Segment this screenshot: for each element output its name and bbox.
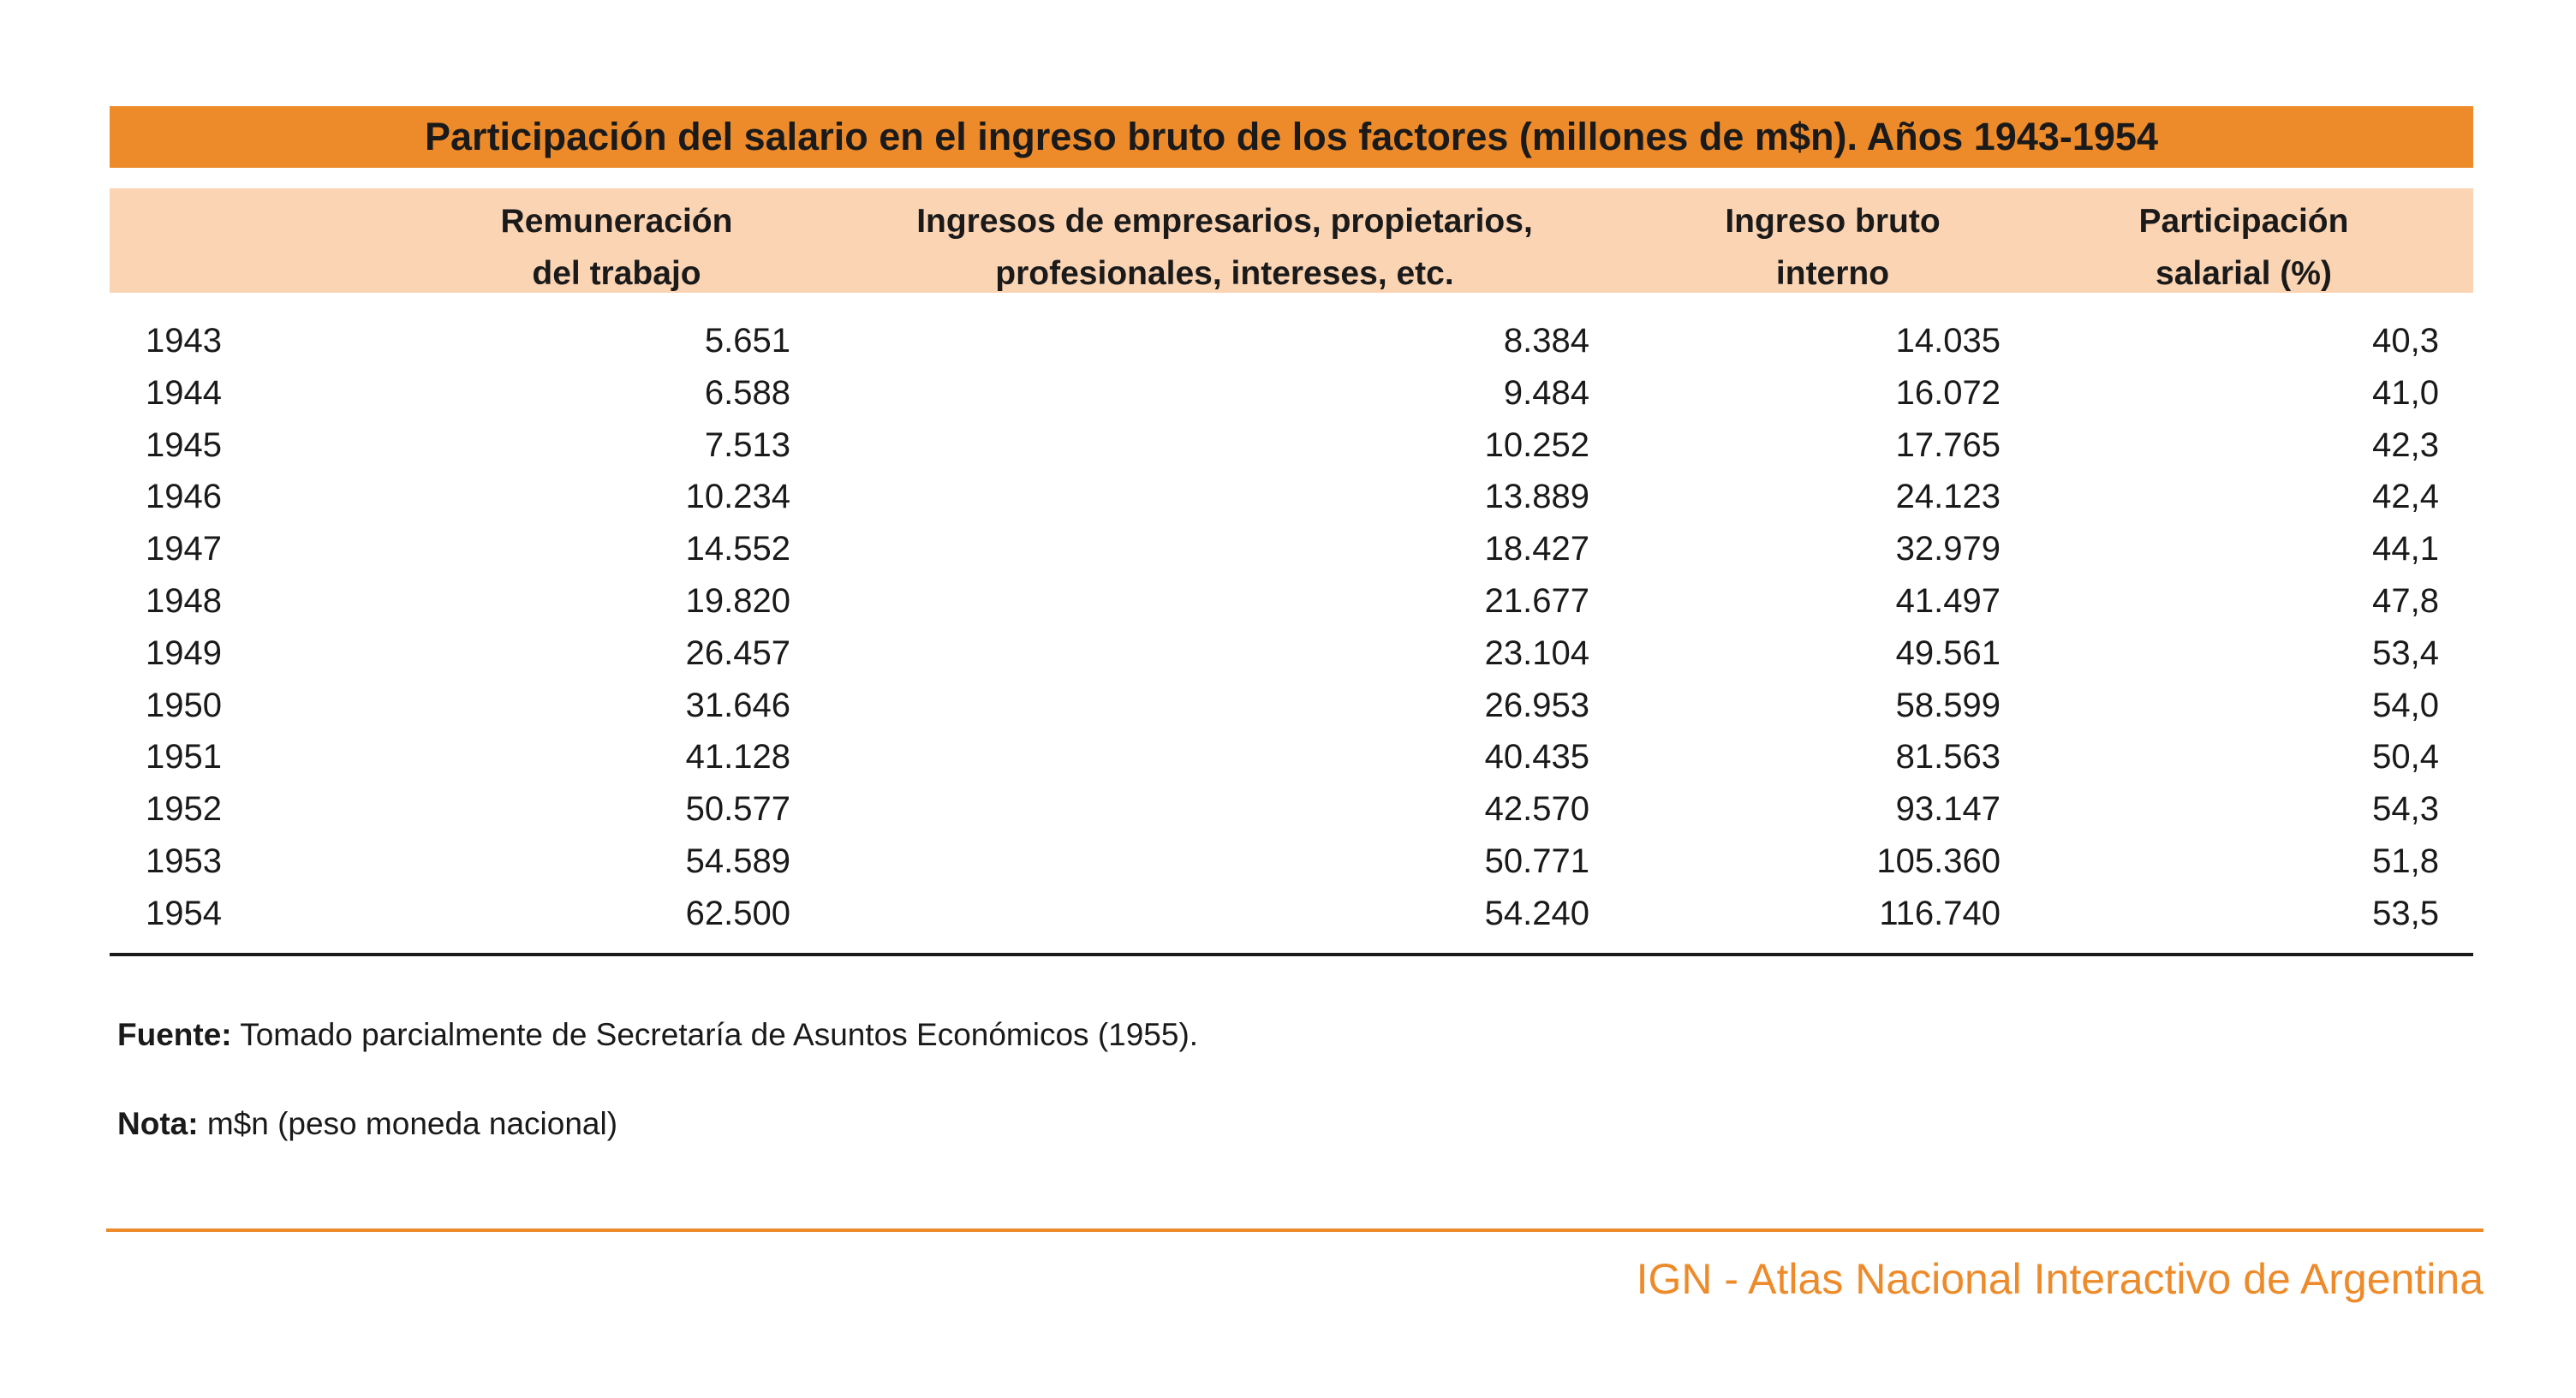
column-header-line: del trabajo	[532, 255, 701, 292]
column-header-remuneracion: Remuneración del trabajo	[445, 195, 788, 300]
cell-ingreso-bruto: 14.035	[1895, 322, 2001, 360]
cell-participacion: 53,4	[2372, 634, 2439, 672]
cell-year: 1948	[146, 581, 222, 620]
cell-remuneracion: 10.234	[685, 478, 790, 516]
source-label: Fuente:	[117, 1017, 232, 1052]
table-row: 1951 41.128 40.435 81.563 50,4	[110, 731, 2473, 783]
cell-ingresos: 50.771	[1484, 842, 1589, 880]
cell-remuneracion: 41.128	[685, 738, 790, 776]
cell-ingreso-bruto: 116.740	[1879, 894, 2001, 932]
cell-remuneracion: 31.646	[685, 686, 790, 724]
cell-ingresos: 13.889	[1484, 478, 1589, 516]
cell-ingreso-bruto: 41.497	[1895, 581, 2001, 620]
cell-remuneracion: 19.820	[685, 581, 790, 620]
column-header-ingresos: Ingresos de empresarios, propietarios, p…	[839, 195, 1610, 300]
cell-participacion: 53,5	[2372, 894, 2439, 932]
cell-ingreso-bruto: 16.072	[1895, 373, 2001, 412]
cell-ingreso-bruto: 105.360	[1876, 842, 2001, 880]
note-text: m$n (peso moneda nacional)	[198, 1106, 618, 1141]
cell-year: 1954	[146, 894, 222, 932]
footer-divider	[106, 1228, 2484, 1232]
cell-year: 1952	[146, 790, 222, 829]
cell-ingreso-bruto: 93.147	[1895, 790, 2001, 829]
cell-ingresos: 21.677	[1484, 581, 1589, 620]
cell-ingresos: 8.384	[1503, 322, 1589, 360]
cell-ingreso-bruto: 32.979	[1895, 530, 2001, 568]
cell-remuneracion: 7.513	[704, 425, 790, 464]
cell-participacion: 42,3	[2372, 425, 2439, 464]
cell-year: 1946	[146, 478, 222, 516]
cell-year: 1951	[146, 738, 222, 776]
column-header-line: Remuneración	[500, 203, 733, 240]
table-row: 1943 5.651 8.384 14.035 40,3	[110, 315, 2473, 367]
cell-participacion: 50,4	[2372, 738, 2439, 776]
cell-year: 1950	[146, 686, 222, 724]
column-header-line: interno	[1775, 255, 1890, 292]
cell-year: 1947	[146, 530, 222, 568]
column-header-line: salarial (%)	[2156, 255, 2332, 292]
table-row: 1954 62.500 54.240 116.740 53,5	[110, 888, 2473, 940]
currency-note: Nota: m$n (peso moneda nacional)	[117, 1106, 617, 1142]
column-header-line: Ingreso bruto	[1725, 203, 1941, 240]
cell-remuneracion: 50.577	[685, 790, 790, 829]
cell-ingreso-bruto: 49.561	[1895, 634, 2001, 672]
cell-ingresos: 42.570	[1484, 790, 1589, 829]
cell-ingresos: 54.240	[1484, 894, 1589, 932]
table-row: 1953 54.589 50.771 105.360 51,8	[110, 836, 2473, 888]
cell-ingresos: 40.435	[1484, 738, 1589, 776]
cell-ingreso-bruto: 58.599	[1895, 686, 2001, 724]
cell-remuneracion: 26.457	[685, 634, 790, 672]
cell-ingreso-bruto: 81.563	[1895, 738, 2001, 776]
table-title-bar: Participación del salario en el ingreso …	[110, 106, 2473, 168]
footer-credit: IGN - Atlas Nacional Interactivo de Arge…	[1636, 1255, 2484, 1303]
source-text: Tomado parcialmente de Secretaría de Asu…	[231, 1017, 1199, 1052]
cell-participacion: 54,3	[2372, 790, 2439, 829]
column-header-participacion: Participación salarial (%)	[2072, 195, 2415, 300]
cell-remuneracion: 54.589	[685, 842, 790, 880]
cell-ingresos: 10.252	[1484, 425, 1589, 464]
table-row: 1946 10.234 13.889 24.123 42,4	[110, 471, 2473, 523]
cell-ingresos: 9.484	[1503, 373, 1589, 412]
cell-year: 1953	[146, 842, 222, 880]
cell-year: 1949	[146, 634, 222, 672]
cell-remuneracion: 5.651	[704, 322, 790, 360]
cell-remuneracion: 14.552	[685, 530, 790, 568]
cell-participacion: 44,1	[2372, 530, 2439, 568]
column-header-ingreso-bruto: Ingreso bruto interno	[1661, 195, 2004, 300]
cell-year: 1945	[146, 425, 222, 464]
cell-participacion: 41,0	[2372, 373, 2439, 412]
note-label: Nota:	[117, 1106, 199, 1141]
cell-participacion: 47,8	[2372, 581, 2439, 620]
cell-ingresos: 26.953	[1484, 686, 1589, 724]
table-header-band	[110, 188, 2473, 293]
cell-participacion: 51,8	[2372, 842, 2439, 880]
cell-ingreso-bruto: 17.765	[1895, 425, 2001, 464]
cell-remuneracion: 62.500	[685, 894, 790, 932]
source-note: Fuente: Tomado parcialmente de Secretarí…	[117, 1017, 1198, 1053]
cell-ingresos: 23.104	[1484, 634, 1589, 672]
cell-participacion: 54,0	[2372, 686, 2439, 724]
cell-year: 1944	[146, 373, 222, 412]
table-row: 1950 31.646 26.953 58.599 54,0	[110, 680, 2473, 732]
cell-year: 1943	[146, 322, 222, 360]
cell-ingresos: 18.427	[1484, 530, 1589, 568]
cell-ingreso-bruto: 24.123	[1895, 478, 2001, 516]
table-row: 1944 6.588 9.484 16.072 41,0	[110, 367, 2473, 419]
table-body: 1943 5.651 8.384 14.035 40,3 1944 6.588 …	[110, 315, 2473, 940]
table-row: 1949 26.457 23.104 49.561 53,4	[110, 628, 2473, 680]
column-header-line: Participación	[2138, 203, 2349, 240]
table-row: 1947 14.552 18.427 32.979 44,1	[110, 523, 2473, 575]
table-row: 1945 7.513 10.252 17.765 42,3	[110, 419, 2473, 472]
cell-participacion: 40,3	[2372, 322, 2439, 360]
table-bottom-rule	[110, 953, 2473, 956]
table-title: Participación del salario en el ingreso …	[425, 115, 2158, 158]
table-row: 1948 19.820 21.677 41.497 47,8	[110, 575, 2473, 628]
cell-remuneracion: 6.588	[704, 373, 790, 412]
cell-participacion: 42,4	[2372, 478, 2439, 516]
column-header-line: profesionales, intereses, etc.	[995, 255, 1454, 292]
column-header-line: Ingresos de empresarios, propietarios,	[916, 203, 1533, 240]
table-row: 1952 50.577 42.570 93.147 54,3	[110, 783, 2473, 836]
